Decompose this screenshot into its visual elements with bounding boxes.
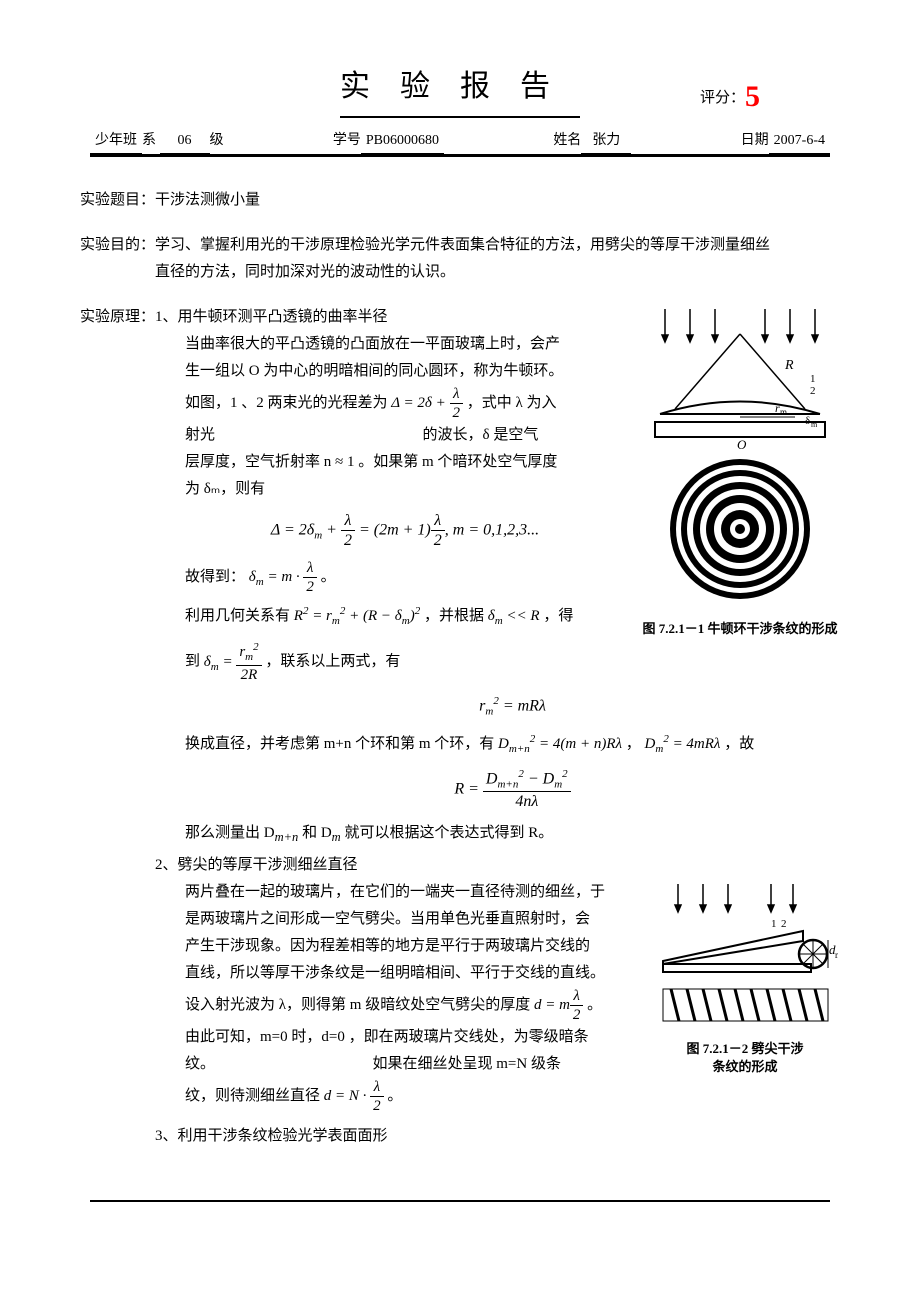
- id-cell: 学号PB06000680: [333, 128, 444, 154]
- p1-title: 1、用牛顿环测平凸透镜的曲率半径: [155, 309, 388, 325]
- formula-Dm: Dm2 = 4mRλ: [645, 736, 721, 752]
- formula-geom: R2 = rm2 + (R − δm)2: [294, 608, 420, 624]
- svg-text:δ: δ: [805, 415, 810, 427]
- purpose-line1: 学习、掌握利用光的干涉原理检验光学元件表面集合特征的方法，用劈尖的等厚干涉测量细…: [155, 237, 770, 253]
- topic-text: 干涉法测微小量: [155, 192, 260, 208]
- purpose-section: 实验目的：学习、掌握利用光的干涉原理检验光学元件表面集合特征的方法，用劈尖的等厚…: [80, 232, 840, 286]
- svg-text:m: m: [835, 950, 838, 960]
- newton-rings-diagram: R 1 2 r m δ m O: [645, 304, 835, 614]
- svg-text:2: 2: [810, 385, 816, 397]
- formula-rm2: rm2 = mRλ: [185, 692, 840, 722]
- wedge-diagram: 1 2 d m: [653, 879, 838, 1034]
- score-label: 评分：: [700, 90, 745, 106]
- p2-title: 2、劈尖的等厚干涉测细丝直径: [155, 852, 840, 879]
- principle-label: 实验原理：: [80, 309, 155, 325]
- student-name: 张力: [581, 128, 631, 154]
- p1-l11: 那么测量出 Dm+n 和 Dm 就可以根据这个表达式得到 R。: [185, 820, 840, 849]
- name-label: 姓名: [553, 133, 581, 148]
- meta-row: 少年班系 06级 学号PB06000680 姓名张力 日期2007-6-4: [90, 128, 830, 157]
- name-cell: 姓名张力: [553, 128, 631, 154]
- formula-R: R = Dm+n2 − Dm24nλ: [185, 768, 840, 812]
- p1-l10: 换成直径，并考虑第 m+n 个环和第 m 个环，有 Dm+n2 = 4(m + …: [185, 730, 840, 760]
- student-id: PB06000680: [361, 128, 444, 154]
- grade-suffix: 级: [210, 133, 224, 148]
- topic-label: 实验题目：: [80, 192, 155, 208]
- score-area: 评分：5: [700, 70, 760, 124]
- formula-delta-r: δm = rm22R: [204, 654, 262, 670]
- fig2-caption: 图 7.2.1－2 劈尖干涉 条纹的形成: [650, 1040, 840, 1076]
- formula-approx: δm << R: [488, 608, 540, 624]
- fig1-caption: 图 7.2.1－1 牛顿环干涉条纹的形成: [640, 620, 840, 638]
- svg-text:1: 1: [771, 918, 777, 930]
- title-row: 实验报告 评分：5: [80, 60, 840, 118]
- p2-l8: 纹，则待测细丝直径 d = N · λ2 。: [185, 1078, 840, 1115]
- score-value: 5: [745, 80, 760, 113]
- svg-text:R: R: [784, 358, 794, 373]
- footer-rule: [90, 1200, 830, 1202]
- formula-opd: Δ = 2δ + λ2: [391, 395, 463, 411]
- svg-text:m: m: [780, 407, 787, 417]
- dept: 少年班: [90, 128, 142, 154]
- formula-delta-m: δm = m · λ2: [249, 569, 317, 585]
- p1-l9: 到 δm = rm22R ，联系以上两式，有: [185, 641, 840, 683]
- svg-text:O: O: [737, 437, 747, 452]
- formula-d-m: d = mλ2: [534, 997, 583, 1013]
- date-label: 日期: [741, 133, 769, 148]
- dept-cell: 少年班系 06级: [90, 128, 224, 154]
- figure-2: 1 2 d m: [650, 879, 840, 1076]
- figure-1: R 1 2 r m δ m O: [640, 304, 840, 638]
- report-title: 实验报告: [340, 60, 580, 118]
- p3-title: 3、利用干涉条纹检验光学表面面形: [155, 1123, 840, 1150]
- date-cell: 日期2007-6-4: [741, 128, 830, 154]
- id-label: 学号: [333, 133, 361, 148]
- formula-Dmn: Dm+n2 = 4(m + n)Rλ: [498, 736, 622, 752]
- principle-section: 实验原理：1、用牛顿环测平凸透镜的曲率半径 R 1 2 r: [80, 304, 840, 1150]
- topic-section: 实验题目：干涉法测微小量: [80, 187, 840, 214]
- grade: 06: [160, 128, 210, 154]
- formula-d-N: d = N · λ2: [324, 1088, 384, 1104]
- dept-suffix: 系: [142, 133, 156, 148]
- date: 2007-6-4: [769, 128, 830, 154]
- purpose-label: 实验目的：: [80, 237, 155, 253]
- svg-text:2: 2: [781, 918, 787, 930]
- purpose-line2: 直径的方法，同时加深对光的波动性的认识。: [155, 259, 840, 286]
- svg-text:m: m: [811, 420, 818, 429]
- svg-text:1: 1: [810, 373, 816, 385]
